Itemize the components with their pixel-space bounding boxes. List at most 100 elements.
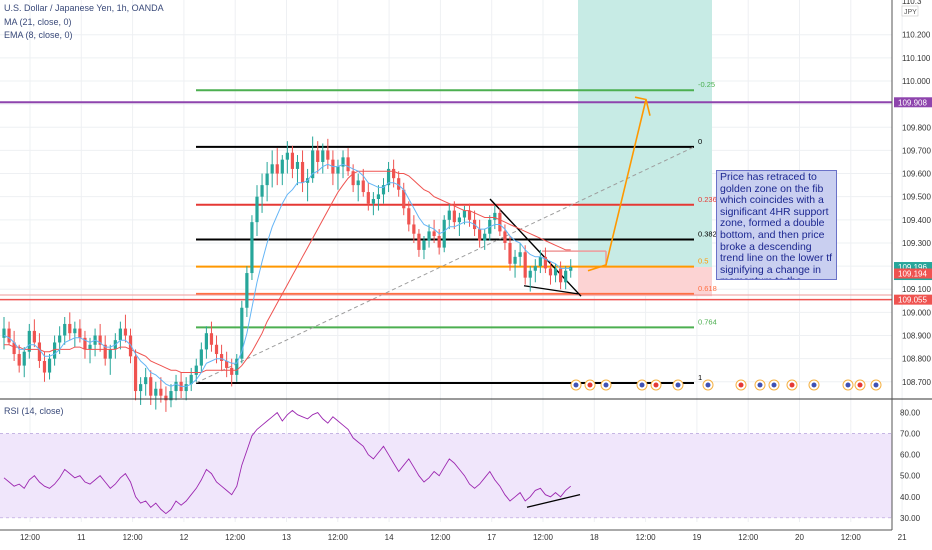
x-tick-label: 12:00	[533, 533, 554, 542]
candle-body	[32, 330, 36, 343]
candles[interactable]	[2, 136, 573, 412]
x-tick-label: 20	[795, 533, 804, 542]
price-tag	[894, 268, 932, 279]
candle-body	[559, 268, 563, 283]
event-marker-dot	[857, 382, 863, 388]
y-tick-label: 110.000	[902, 77, 931, 86]
candle-body	[295, 161, 300, 169]
y-tick-label: 108.800	[902, 355, 931, 364]
candle-body	[371, 199, 375, 204]
candle-body	[275, 164, 279, 174]
price-tag-text: 109.194	[898, 270, 927, 279]
x-tick-label: 14	[385, 533, 394, 542]
fib-level-label: -0.25	[698, 80, 715, 89]
candle-body	[564, 270, 568, 283]
candle-body	[478, 229, 482, 241]
y-tick-label: 109.600	[902, 170, 931, 179]
candle-body	[209, 333, 214, 345]
candle-body	[361, 180, 365, 193]
candle-body	[27, 330, 31, 352]
candle-body	[7, 328, 11, 343]
bottom-trendline	[523, 285, 579, 295]
indicator-lines	[3, 163, 571, 387]
candle-body	[103, 344, 107, 359]
ema-legend: EMA (8, close, 0)	[4, 30, 73, 40]
candle-body	[493, 212, 497, 220]
price-tag-text: 109.908	[898, 98, 927, 107]
candle-body	[341, 157, 345, 167]
candle-body	[63, 323, 67, 336]
y-tick-label: 109.300	[902, 239, 931, 248]
ma-legend: MA (21, close, 0)	[4, 17, 72, 27]
rsi-line	[3, 409, 571, 515]
candle-body	[356, 180, 360, 186]
chart-title: U.S. Dollar / Japanese Yen, 1h, OANDA	[4, 3, 164, 13]
x-tick-label: 21	[898, 533, 907, 542]
candle-body	[250, 222, 254, 274]
rsi-tick-label: 80.00	[900, 409, 921, 418]
candle-body	[280, 159, 284, 174]
candle-body	[235, 358, 239, 375]
event-marker-dot	[675, 382, 681, 388]
candle-body	[53, 342, 57, 359]
candle-body	[462, 210, 467, 218]
candle-body	[189, 374, 193, 385]
candle-body	[144, 377, 148, 385]
candle-body	[300, 161, 305, 183]
fib-level-label: 0.764	[698, 317, 717, 326]
candle-body	[98, 335, 102, 345]
candle-body	[457, 217, 461, 223]
candle-body	[412, 224, 416, 234]
y-tick-label: 108.700	[902, 378, 931, 387]
y-tick-label: 109.800	[902, 123, 931, 132]
x-tick-label: 12:00	[636, 533, 657, 542]
candle-body	[78, 328, 82, 338]
rsi-tick-label: 30.00	[900, 514, 921, 523]
candle-body	[467, 210, 472, 220]
ema-8-line	[3, 163, 571, 387]
x-tick-label: 18	[590, 533, 599, 542]
candle-body	[118, 328, 122, 341]
candle-body	[245, 273, 249, 308]
price-tag	[894, 97, 932, 108]
candle-body	[123, 328, 128, 336]
event-marker-dot	[789, 382, 795, 388]
candle-body	[553, 268, 558, 276]
rsi-band	[0, 433, 892, 519]
candle-body	[442, 219, 446, 248]
candle-body	[174, 381, 178, 392]
stop-zone	[578, 267, 712, 297]
candle-body	[37, 342, 42, 361]
event-marker-dot	[873, 382, 879, 388]
trade-zones	[578, 0, 712, 297]
fib-level-label: 0.5	[698, 257, 708, 266]
event-marker-dot	[771, 382, 777, 388]
candle-body	[88, 344, 92, 350]
candle-body	[58, 335, 62, 343]
fib-level-label: 0.236	[698, 195, 717, 204]
candle-body	[543, 256, 548, 269]
ma-21-line	[4, 170, 571, 373]
candle-body	[528, 270, 532, 278]
candle-body	[73, 328, 77, 334]
trade-idea-annotation[interactable]: Price has retraced to golden zone on the…	[716, 170, 837, 280]
y-tick-label: 109.400	[902, 216, 931, 225]
rsi-legend: RSI (14, close)	[4, 406, 64, 416]
fib-retracement: -0.25 0 0.236 0.382 0.5 0.618 0.764 1	[195, 80, 717, 384]
candle-body	[154, 388, 158, 396]
event-marker-dot	[573, 382, 579, 388]
x-tick-label: 12	[179, 533, 188, 542]
fib-level-label: 1	[698, 373, 702, 382]
candle-body	[260, 185, 264, 197]
event-marker-dot	[603, 382, 609, 388]
candle-body	[336, 166, 340, 174]
fib-level-label: 0.382	[698, 229, 717, 238]
price-tag-text: 109.196	[898, 263, 927, 272]
candle-body	[483, 233, 487, 241]
candle-body	[392, 168, 396, 179]
rsi-tick-label: 70.00	[900, 430, 921, 439]
candle-body	[351, 171, 355, 186]
candle-body	[422, 240, 426, 250]
x-tick-label: 12:00	[841, 533, 862, 542]
price-tag-text: 109.055	[898, 296, 927, 305]
